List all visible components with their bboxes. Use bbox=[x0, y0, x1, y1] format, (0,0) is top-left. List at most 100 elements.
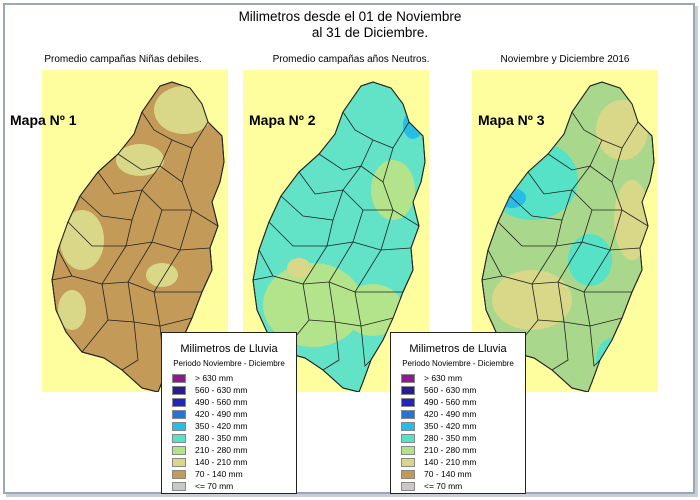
map-2-rain-zone bbox=[287, 258, 311, 278]
department-border bbox=[509, 189, 573, 221]
legend-item-label: 420 - 490 mm bbox=[424, 409, 477, 419]
map-1-rain-zone bbox=[116, 144, 164, 176]
legend-item: 210 - 280 mm bbox=[401, 444, 525, 456]
legend-item: 420 - 490 mm bbox=[401, 408, 525, 420]
legend-item-label: 560 - 630 mm bbox=[424, 385, 477, 395]
legend-item: 70 - 140 mm bbox=[172, 468, 296, 480]
department-border bbox=[51, 275, 73, 281]
legend-item: 280 - 350 mm bbox=[172, 432, 296, 444]
map-3-label: Mapa Nº 3 bbox=[478, 112, 545, 128]
legend-swatch bbox=[172, 397, 186, 407]
department-border bbox=[57, 245, 127, 285]
department-border bbox=[547, 139, 603, 171]
legend-swatch bbox=[172, 457, 186, 467]
legend-swatch bbox=[172, 481, 186, 491]
department-border bbox=[360, 317, 394, 327]
legend-title: Milimetros de Lluvia bbox=[409, 343, 507, 355]
legend-swatch bbox=[172, 409, 186, 419]
legend-item-label: > 630 mm bbox=[424, 373, 463, 383]
legend-item: > 630 mm bbox=[172, 372, 296, 384]
department-border bbox=[551, 321, 569, 371]
legend-item: <= 70 mm bbox=[172, 480, 296, 492]
legend-swatch bbox=[401, 469, 415, 479]
map-2-rain-zone bbox=[371, 160, 415, 220]
department-border bbox=[121, 321, 139, 371]
legend-swatch bbox=[172, 385, 186, 395]
department-border bbox=[360, 325, 372, 367]
legend-item-label: 140 - 210 mm bbox=[195, 457, 248, 467]
legend-item: > 630 mm bbox=[401, 372, 525, 384]
legend-item: 210 - 280 mm bbox=[172, 444, 296, 456]
department-border bbox=[609, 247, 641, 251]
map-2-rain-zone bbox=[311, 140, 323, 152]
legend-item: 140 - 210 mm bbox=[401, 456, 525, 468]
map-1-label: Mapa Nº 1 bbox=[10, 112, 77, 128]
legend-subtitle: Periodo Noviembre - Diciembre bbox=[173, 359, 285, 368]
legend-swatch bbox=[172, 433, 186, 443]
legend-swatch bbox=[172, 469, 186, 479]
legend-item-label: 210 - 280 mm bbox=[195, 445, 248, 455]
department-border bbox=[67, 219, 133, 247]
legend-swatch bbox=[401, 445, 415, 455]
map-2-rain-zone bbox=[343, 284, 403, 336]
legend-swatch bbox=[401, 385, 415, 395]
legend-item-label: 280 - 350 mm bbox=[195, 433, 248, 443]
legend-item-label: 280 - 350 mm bbox=[424, 433, 477, 443]
legend-item-label: 350 - 420 mm bbox=[424, 421, 477, 431]
map-3-rain-zone bbox=[596, 100, 648, 160]
department-border bbox=[79, 189, 143, 221]
legend-item: 280 - 350 mm bbox=[401, 432, 525, 444]
legend-item-label: > 630 mm bbox=[195, 373, 234, 383]
legend-item-label: 420 - 490 mm bbox=[195, 409, 248, 419]
department-border bbox=[298, 165, 362, 195]
department-border bbox=[322, 321, 340, 371]
legend-item: 70 - 140 mm bbox=[401, 468, 525, 480]
legend-swatch bbox=[401, 409, 415, 419]
legend-swatch bbox=[401, 457, 415, 467]
map-3-rain-zone bbox=[568, 234, 612, 286]
legend-swatch bbox=[172, 373, 186, 383]
map-1-panel: Mapa Nº 1 bbox=[10, 70, 228, 392]
legend-item: 140 - 210 mm bbox=[172, 456, 296, 468]
department-border bbox=[159, 317, 193, 327]
map-2-rain-zone bbox=[263, 263, 363, 347]
map-3-graphic bbox=[481, 81, 655, 392]
figure-title: Milimetros desde el 01 de Noviembre al 3… bbox=[0, 9, 700, 41]
legend-item: 350 - 420 mm bbox=[172, 420, 296, 432]
department-border bbox=[252, 275, 274, 281]
legend-item-label: 490 - 560 mm bbox=[195, 397, 248, 407]
legend-item-label: <= 70 mm bbox=[424, 481, 463, 491]
department-border bbox=[380, 247, 412, 251]
legend-item-label: 70 - 140 mm bbox=[424, 469, 472, 479]
department-border bbox=[117, 139, 173, 171]
department-border bbox=[280, 189, 344, 221]
map-1-rain-zone bbox=[60, 210, 104, 270]
legend-swatch bbox=[401, 397, 415, 407]
department-border bbox=[589, 317, 623, 327]
legend-item-label: 350 - 420 mm bbox=[195, 421, 248, 431]
map-3-rain-zone bbox=[614, 180, 650, 260]
map-2-rain-zone bbox=[403, 111, 423, 139]
map-2-label: Mapa Nº 2 bbox=[249, 112, 316, 128]
province-outline bbox=[252, 81, 426, 392]
legend-swatch bbox=[401, 433, 415, 443]
department-border bbox=[318, 139, 374, 171]
legend-item-label: 140 - 210 mm bbox=[424, 457, 477, 467]
map-2-panel: Mapa Nº 2 bbox=[243, 70, 429, 392]
map-3-subtitle: Noviembre y Diciembre 2016 bbox=[500, 54, 630, 65]
legend-item: <= 70 mm bbox=[401, 480, 525, 492]
legend-swatch bbox=[172, 421, 186, 431]
department-border bbox=[268, 219, 334, 247]
legend-item-label: 210 - 280 mm bbox=[424, 445, 477, 455]
legend-item: 560 - 630 mm bbox=[172, 384, 296, 396]
map-1-subtitle: Promedio campañas Niñas debiles. bbox=[44, 54, 202, 65]
department-border bbox=[527, 165, 591, 195]
legend-item-label: <= 70 mm bbox=[195, 481, 234, 491]
department-border bbox=[258, 245, 328, 285]
map-1-rain-zone bbox=[58, 290, 86, 330]
department-border bbox=[497, 219, 563, 247]
map-3-rain-zone bbox=[486, 140, 578, 220]
legend-item-label: 70 - 140 mm bbox=[195, 469, 243, 479]
map-3-rain-zone bbox=[596, 338, 628, 382]
department-border bbox=[589, 325, 601, 367]
